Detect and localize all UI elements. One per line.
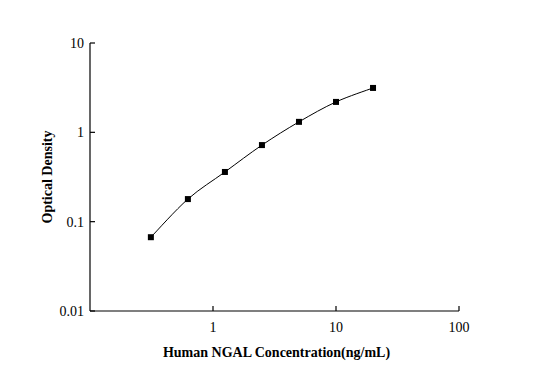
- y-tick: [90, 310, 95, 311]
- y-axis-title: Optical Density: [40, 131, 55, 224]
- x-tick-label: 10: [329, 320, 343, 335]
- point: [259, 142, 265, 148]
- x-tick-label: 1: [210, 320, 217, 335]
- point: [333, 99, 339, 105]
- x-tick-label: 100: [449, 320, 470, 335]
- curve: [151, 88, 373, 237]
- x-axis-title: Human NGAL Concentration(ng/mL): [163, 345, 390, 361]
- chart-svg: 1 10 100 0.01 0.1 1 10 Human NGAL Concentration…: [0, 0, 533, 372]
- y-tick: [90, 42, 95, 43]
- point: [148, 234, 154, 240]
- y-tick-label: 0.01: [60, 304, 85, 319]
- y-tick-label: 0.1: [67, 215, 85, 230]
- point: [185, 196, 191, 202]
- y-axis: [89, 43, 90, 311]
- x-tick: [335, 306, 336, 311]
- point: [296, 119, 302, 125]
- y-tick: [90, 132, 95, 133]
- chart-container: 1 10 100 0.01 0.1 1 10 Human NGAL Concentration…: [0, 0, 533, 372]
- plot-area: [148, 85, 376, 240]
- x-tick: [458, 306, 459, 311]
- point: [222, 169, 228, 175]
- y-tick: [90, 221, 95, 222]
- y-tick-label: 10: [70, 36, 84, 51]
- x-axis: [90, 310, 459, 311]
- y-tick-label: 1: [77, 125, 84, 140]
- point: [370, 85, 376, 91]
- x-tick: [212, 306, 213, 311]
